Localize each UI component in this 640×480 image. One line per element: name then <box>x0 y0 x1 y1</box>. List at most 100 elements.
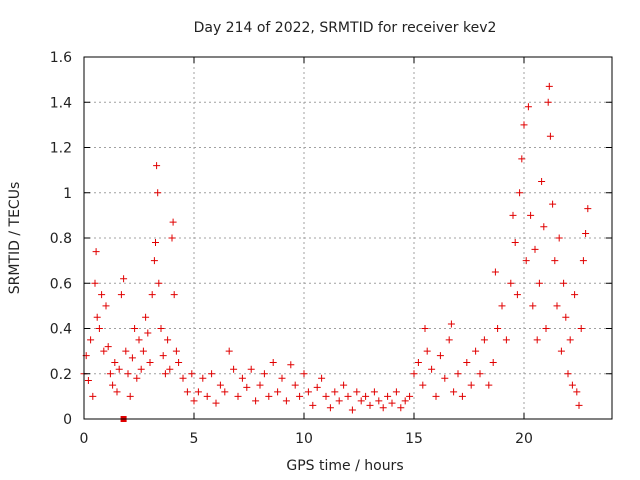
data-point <box>535 279 543 287</box>
data-point <box>256 381 264 389</box>
data-point <box>169 218 177 226</box>
data-point <box>104 343 112 351</box>
data-point <box>450 388 458 396</box>
data-point <box>300 370 308 378</box>
data-point <box>410 370 418 378</box>
data-point <box>296 392 304 400</box>
data-point <box>388 399 396 407</box>
data-point <box>102 302 110 310</box>
data-point <box>117 291 125 299</box>
data-point <box>533 336 541 344</box>
data-point <box>476 370 484 378</box>
data-point <box>489 358 497 366</box>
data-point <box>344 392 352 400</box>
data-point <box>166 365 174 373</box>
data-point <box>170 291 178 299</box>
data-point <box>445 336 453 344</box>
data-point <box>331 388 339 396</box>
plot-frame <box>83 56 613 420</box>
data-point <box>95 325 103 332</box>
data-point <box>304 388 312 396</box>
data-point <box>91 279 99 287</box>
data-point <box>571 291 579 299</box>
data-point <box>575 401 583 409</box>
data-point <box>529 302 537 310</box>
data-point <box>538 177 546 185</box>
data-point <box>221 388 229 396</box>
data-point <box>502 336 510 344</box>
data-point <box>142 313 150 321</box>
data-point <box>230 365 238 373</box>
y-tick-label: 1.6 <box>50 50 72 66</box>
data-point <box>87 336 95 344</box>
data-point <box>252 397 260 405</box>
data-point <box>238 374 246 382</box>
data-point <box>573 388 581 396</box>
data-point <box>480 336 488 344</box>
data-point <box>260 370 268 378</box>
data-point <box>243 383 251 391</box>
data-point <box>472 347 480 355</box>
data-point <box>375 397 383 405</box>
data-point <box>357 397 365 405</box>
y-tick-label: 1.4 <box>50 95 72 111</box>
data-point <box>498 302 506 310</box>
data-point <box>183 388 191 396</box>
data-point <box>168 234 176 242</box>
data-point <box>467 381 475 389</box>
data-point <box>340 381 348 389</box>
data-point <box>362 392 370 400</box>
data-point <box>133 374 141 382</box>
data-point <box>318 374 326 382</box>
data-point <box>265 392 273 400</box>
data-point <box>212 399 220 407</box>
y-tick-label: 0 <box>63 412 72 428</box>
data-point <box>93 313 101 321</box>
data-point <box>384 392 392 400</box>
data-point <box>335 397 343 405</box>
y-tick-label: 1 <box>63 186 72 202</box>
data-point <box>269 358 277 366</box>
data-point <box>546 132 554 140</box>
data-point <box>401 397 409 405</box>
data-point <box>326 404 334 412</box>
data-point <box>379 404 387 412</box>
data-point <box>124 370 132 378</box>
data-point <box>309 401 317 409</box>
data-point <box>522 257 530 265</box>
data-point <box>513 291 521 299</box>
y-tick-label: 0.6 <box>50 276 72 292</box>
data-point <box>161 370 169 378</box>
data-point <box>406 392 414 400</box>
data-point <box>432 392 440 400</box>
data-point <box>564 370 572 378</box>
data-point <box>566 336 574 344</box>
data-point <box>560 279 568 287</box>
data-point <box>555 234 563 242</box>
data-point <box>545 82 553 90</box>
data-point <box>419 381 427 389</box>
data-point <box>120 275 128 283</box>
data-point <box>454 370 462 378</box>
grid <box>84 57 612 419</box>
y-tick-label: 0.8 <box>50 231 72 247</box>
data-point <box>353 388 361 396</box>
x-tick-label: 20 <box>515 431 533 447</box>
data-point <box>549 200 557 208</box>
data-point <box>148 291 156 299</box>
data-point <box>322 392 330 400</box>
data-point <box>274 388 282 396</box>
data-point <box>128 354 136 362</box>
data-point <box>553 302 561 310</box>
ticks <box>83 56 612 420</box>
data-point <box>436 352 444 360</box>
data-point <box>370 388 378 396</box>
data-point <box>421 325 429 332</box>
data-point <box>106 370 114 378</box>
data-point <box>159 352 167 360</box>
y-tick-label: 0.2 <box>50 367 72 383</box>
y-tick-label: 1.2 <box>50 141 72 157</box>
data-point <box>153 162 161 170</box>
data-point <box>291 381 299 389</box>
data-point <box>562 313 570 321</box>
